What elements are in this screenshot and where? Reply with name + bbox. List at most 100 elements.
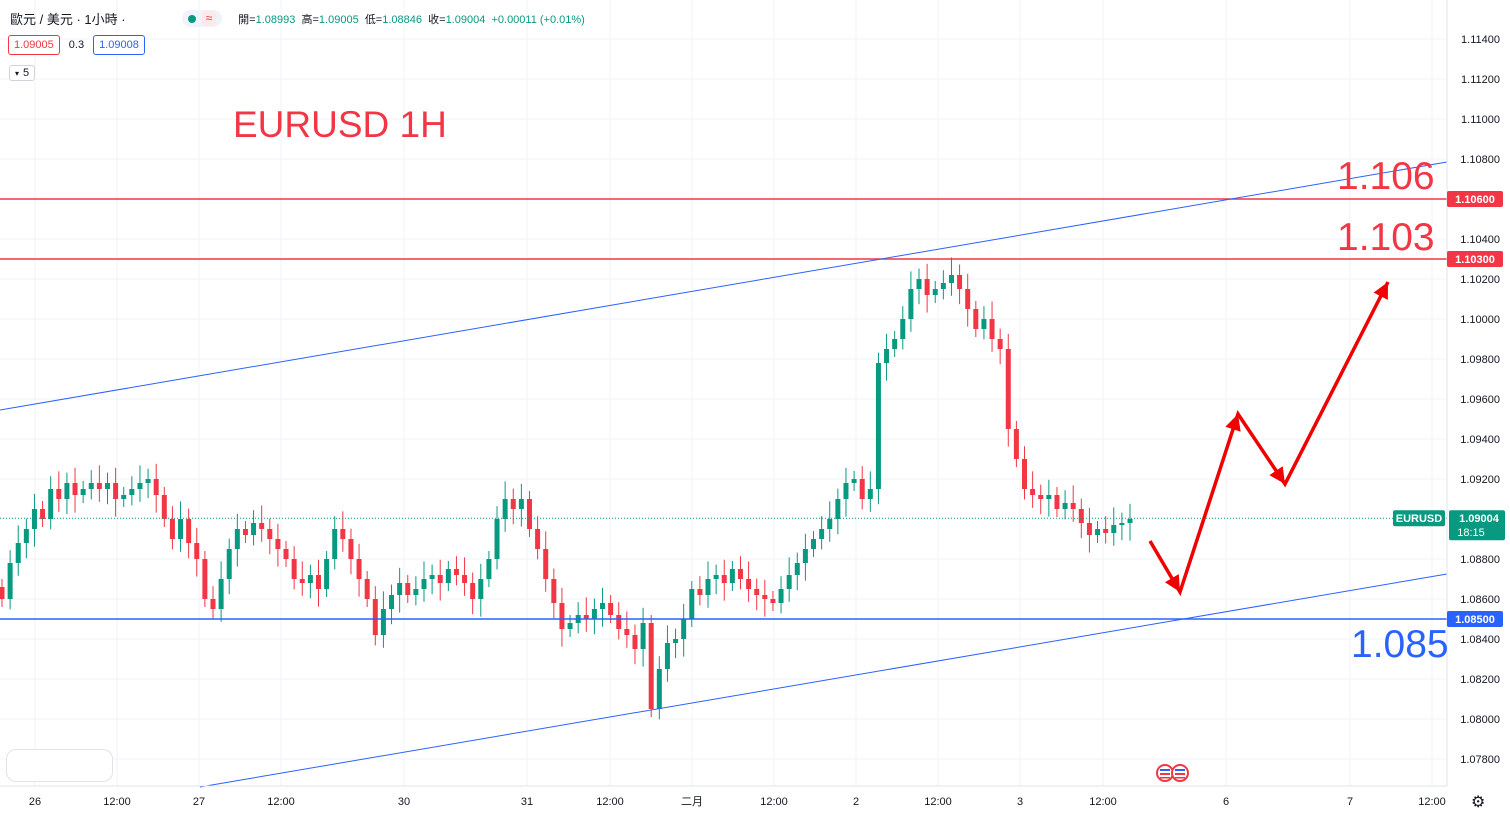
candle-body	[916, 279, 922, 289]
candle-body	[275, 539, 281, 549]
candle-body	[754, 589, 760, 595]
channel-upper-line	[0, 161, 1448, 411]
candle-body	[1103, 529, 1109, 533]
candle-body	[632, 635, 638, 649]
indicator-toggle[interactable]: ▾ 5	[9, 65, 36, 81]
candle-body	[113, 483, 119, 499]
candle-body	[737, 569, 743, 579]
candle-body	[1022, 459, 1028, 489]
price-tick-label: 1.08200	[1460, 674, 1500, 686]
candle-body	[267, 529, 273, 539]
time-tick-label: 3	[1017, 796, 1023, 808]
candle-body	[648, 623, 654, 709]
price-tick-label: 1.07800	[1460, 754, 1500, 766]
wave-icon: ≈	[201, 11, 217, 26]
candle-body	[656, 669, 662, 709]
candle-body	[835, 499, 841, 519]
candle-body	[226, 549, 232, 579]
flag-stripe	[1160, 769, 1170, 771]
candle-body	[1086, 523, 1092, 535]
candle-body	[356, 559, 362, 579]
sell-button[interactable]: 1.09005	[8, 35, 60, 55]
support-label: 1.085	[1351, 623, 1449, 666]
candle-body	[104, 483, 110, 489]
candle-body	[811, 539, 817, 549]
candle-body	[908, 289, 914, 319]
level-price-tag	[1447, 251, 1503, 267]
market-status[interactable]: ≈	[181, 10, 223, 27]
candle-body	[786, 575, 792, 589]
time-tick-label: 7	[1347, 796, 1353, 808]
time-tick-label: 27	[193, 796, 205, 808]
candle-body	[372, 599, 378, 635]
candle-body	[851, 479, 857, 483]
indicator-count: 5	[23, 67, 30, 79]
candle-body	[819, 529, 825, 539]
candle-body	[689, 589, 695, 619]
candle-body	[421, 579, 427, 589]
time-tick-label: 26	[29, 796, 41, 808]
candle-body	[778, 589, 784, 603]
candle-body	[64, 483, 70, 499]
candle-body	[721, 575, 727, 583]
candle-body	[0, 587, 5, 599]
level-price-tag	[1447, 191, 1503, 207]
time-tick-label: 31	[521, 796, 533, 808]
candle-body	[1054, 495, 1060, 509]
time-tick-label: 6	[1223, 796, 1229, 808]
time-axis[interactable]: 26 12:00 27 12:00 30 31 12:00 二月 12:00 2 12:00 3 12:…	[0, 785, 1447, 808]
price-tick-label: 1.09800	[1460, 354, 1500, 366]
candle-body	[234, 529, 240, 549]
candle-body	[948, 275, 954, 283]
candle-body	[673, 639, 679, 643]
candle-body	[153, 479, 159, 495]
resistance-label-1: 1.106	[1337, 155, 1435, 198]
candle-body	[543, 549, 549, 579]
candle-body	[129, 489, 135, 495]
candle-body	[194, 543, 200, 559]
candle-body	[1005, 349, 1011, 429]
time-tick-label: 2	[853, 796, 859, 808]
resistance-label-2: 1.103	[1337, 216, 1435, 259]
candle-body	[762, 595, 768, 599]
candle-body	[770, 599, 776, 603]
candle-body	[981, 319, 987, 329]
candle-body	[202, 559, 208, 599]
candle-body	[437, 575, 443, 583]
candle-body	[251, 523, 257, 535]
symbol-tag-label: EURUSD	[1396, 513, 1443, 525]
candle-body	[486, 559, 492, 579]
arrow-head	[1164, 574, 1180, 592]
candle-body	[40, 509, 46, 519]
candle-body	[859, 479, 865, 499]
level-price-label: 1.08500	[1455, 614, 1495, 626]
time-tick-label: 二月	[681, 796, 703, 808]
candle-body	[88, 483, 94, 489]
flag-stripe	[1175, 777, 1185, 779]
buy-button[interactable]: 1.09008	[93, 35, 145, 55]
candles	[0, 257, 1133, 720]
gear-icon[interactable]: ⚙	[1471, 794, 1486, 811]
candle-body	[794, 563, 800, 575]
symbol-title[interactable]: 歐元 / 美元 · 1小時 ·	[10, 12, 126, 27]
price-tick-label: 1.10200	[1460, 274, 1500, 286]
candle-body	[340, 529, 346, 539]
candle-body	[397, 583, 403, 595]
candle-body	[502, 499, 508, 519]
candle-body	[1070, 503, 1076, 509]
price-tick-label: 1.08000	[1460, 714, 1500, 726]
symbol-header: 歐元 / 美元 · 1小時 · ≈ 開=1.08993 高=1.09005 低=…	[10, 9, 585, 28]
candle-body	[583, 615, 589, 619]
candle-body	[283, 549, 289, 559]
candle-body	[802, 549, 808, 563]
price-axis[interactable]: 1.07800 1.08000 1.08200 1.08400 1.08600 1.088…	[1393, 0, 1505, 786]
price-tick-label: 1.08800	[1460, 554, 1500, 566]
time-tick-label: 12:00	[760, 796, 788, 808]
bottom-left-panel[interactable]	[6, 749, 113, 782]
candle-body	[900, 319, 906, 339]
time-tick-label: 30	[398, 796, 410, 808]
candle-body	[453, 569, 459, 575]
candle-body	[1119, 523, 1125, 525]
candle-body	[348, 539, 354, 559]
